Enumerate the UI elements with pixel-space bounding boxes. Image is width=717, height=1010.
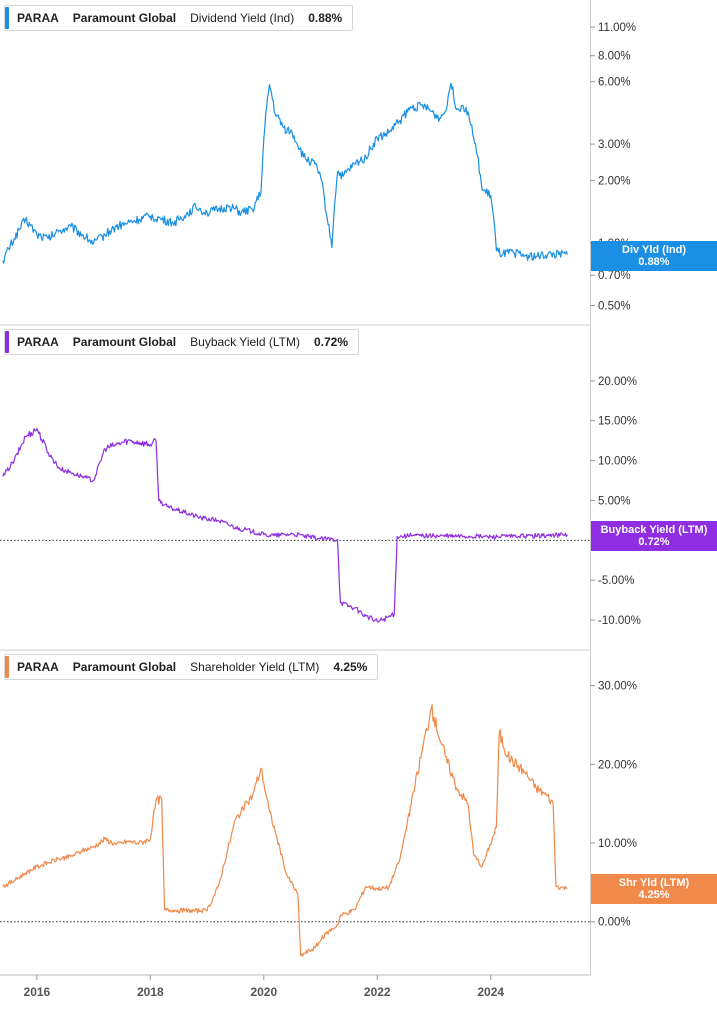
x-tick-label: 2022 — [364, 985, 391, 999]
y-tick-label: 30.00% — [598, 681, 637, 693]
x-tick-label: 2016 — [24, 985, 51, 999]
y-tick-label: 6.00% — [598, 77, 631, 89]
x-tick-label: 2020 — [250, 985, 277, 999]
y-tick-label: -10.00% — [598, 615, 641, 627]
legend-ticker: PARAA — [17, 11, 59, 25]
y-tick-label: 0.70% — [598, 270, 631, 282]
y-tick-label: 10.00% — [598, 838, 637, 850]
legend-dividend-yield[interactable]: PARAA Paramount Global Dividend Yield (I… — [4, 5, 354, 31]
badge-value: 0.88% — [638, 255, 670, 268]
badge-label: Shr Yld (LTM) — [618, 877, 690, 890]
legend-ticker: PARAA — [17, 335, 59, 349]
legend-value: 0.72% — [313, 335, 348, 349]
series-line — [2, 704, 568, 957]
y-tick-label: 2.00% — [598, 176, 631, 188]
legend-swatch — [5, 331, 9, 353]
current-value-badge-shareholder: Shr Yld (LTM) 4.25% — [591, 874, 717, 905]
legend-value: 4.25% — [333, 660, 368, 674]
series-line — [2, 82, 568, 264]
x-tick-label: 2018 — [137, 985, 164, 999]
badge-value: 4.25% — [638, 889, 670, 902]
legend-metric: Dividend Yield (Ind) — [190, 11, 295, 25]
badge-value: 0.72% — [638, 535, 670, 548]
badge-label: Div Yld (Ind) — [622, 243, 686, 256]
y-tick-label: 10.00% — [598, 456, 637, 468]
legend-company: Paramount Global — [72, 11, 177, 25]
legend-ticker: PARAA — [17, 660, 59, 674]
badge-label: Buyback Yield (LTM) — [600, 523, 708, 536]
y-tick-label: 0.00% — [598, 917, 631, 929]
legend-metric: Shareholder Yield (LTM) — [190, 660, 320, 674]
y-tick-label: 8.00% — [598, 51, 631, 63]
legend-metric: Buyback Yield (LTM) — [190, 335, 300, 349]
legend-swatch — [5, 656, 9, 678]
y-tick-label: 0.50% — [598, 301, 631, 313]
y-tick-label: 20.00% — [598, 376, 637, 388]
legend-company: Paramount Global — [72, 660, 177, 674]
y-tick-label: 5.00% — [598, 495, 631, 507]
legend-value: 0.88% — [308, 11, 343, 25]
y-tick-label: 11.00% — [598, 22, 636, 34]
legend-buyback-yield[interactable]: PARAA Paramount Global Buyback Yield (LT… — [4, 329, 359, 355]
legend-swatch — [5, 7, 9, 29]
current-value-badge-buyback: Buyback Yield (LTM) 0.72% — [591, 520, 717, 551]
y-tick-label: 20.00% — [598, 759, 637, 771]
current-value-badge-dividend: Div Yld (Ind) 0.88% — [591, 240, 717, 271]
y-tick-label: -5.00% — [598, 575, 634, 587]
y-tick-label: 15.00% — [598, 416, 637, 428]
series-line — [2, 428, 568, 623]
x-tick-label: 2024 — [477, 985, 504, 999]
legend-company: Paramount Global — [72, 335, 177, 349]
y-tick-label: 3.00% — [598, 139, 631, 151]
legend-shareholder-yield[interactable]: PARAA Paramount Global Shareholder Yield… — [4, 654, 379, 680]
